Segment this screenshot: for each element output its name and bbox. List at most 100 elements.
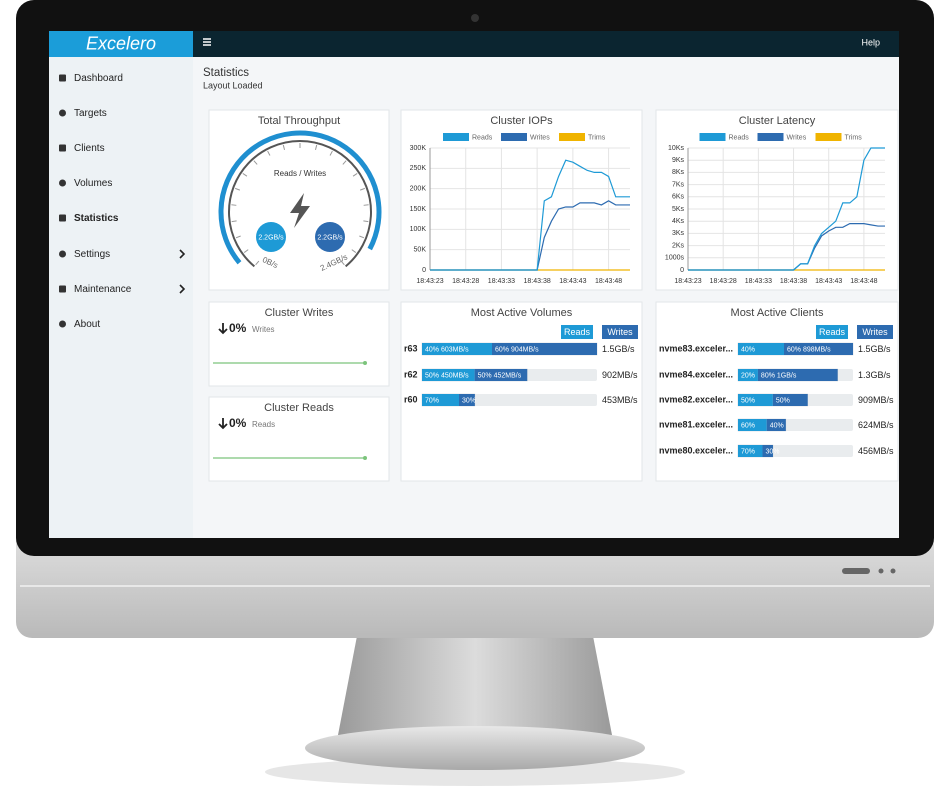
nav-icon xyxy=(59,285,66,293)
legend-button-label: Writes xyxy=(862,327,888,337)
gauge-tick xyxy=(363,204,369,206)
chevron xyxy=(179,249,186,259)
x-tick-label: 18:43:33 xyxy=(488,278,515,285)
change-label: Reads xyxy=(252,420,275,429)
nav-item[interactable]: Clients xyxy=(74,143,105,154)
indicator xyxy=(842,568,870,574)
x-tick-label: 18:43:38 xyxy=(780,278,807,285)
x-tick-label: 18:43:43 xyxy=(815,278,842,285)
row-name: r60 xyxy=(404,394,418,404)
row-name: nvme81.exceler... xyxy=(659,419,733,429)
nav-item[interactable]: Settings xyxy=(74,249,110,260)
y-tick-label: 6Ks xyxy=(672,194,685,201)
y-tick-label: 7Ks xyxy=(672,181,685,188)
total-label: 624MB/s xyxy=(858,420,894,430)
gauge-tick xyxy=(340,260,345,266)
nav-icon xyxy=(59,320,66,328)
row-name: nvme82.exceler... xyxy=(659,394,733,404)
legend-swatch xyxy=(559,133,585,141)
x-tick-label: 18:43:38 xyxy=(524,278,551,285)
writes-bar xyxy=(762,445,773,457)
gauge-tick xyxy=(253,160,258,165)
legend-button[interactable] xyxy=(857,325,893,339)
gauge-tick xyxy=(342,160,347,165)
x-tick-label: 18:43:48 xyxy=(595,278,622,285)
legend-label: Writes xyxy=(787,134,807,141)
total-label: 453MB/s xyxy=(602,395,638,405)
gauge-tick xyxy=(231,220,237,223)
legend-button[interactable] xyxy=(602,325,638,339)
reads-bar xyxy=(738,369,758,381)
reads-label: 60% xyxy=(741,422,755,429)
y-tick-label: 50K xyxy=(414,247,427,254)
gauge-tick xyxy=(242,173,248,177)
row-name: nvme80.exceler... xyxy=(659,445,733,455)
total-label: 1.5GB/s xyxy=(602,344,635,354)
reads-bar xyxy=(422,369,475,381)
total-label: 909MB/s xyxy=(858,395,894,405)
legend-swatch xyxy=(501,133,527,141)
change-value: 0% xyxy=(229,416,247,430)
gauge-tick xyxy=(282,144,286,151)
writes-label: 60% 898MB/s xyxy=(787,346,831,353)
x-tick-label: 18:43:28 xyxy=(452,278,479,285)
reads-label: 70% xyxy=(425,397,439,404)
gauge-tick xyxy=(359,187,366,191)
writes-label: 30% xyxy=(765,448,779,455)
legend-button-label: Writes xyxy=(607,327,633,337)
legend-label: Writes xyxy=(530,134,550,141)
nav-icon xyxy=(59,250,66,258)
y-tick-label: 4Ks xyxy=(672,218,685,225)
gauge-tick xyxy=(243,249,249,253)
nav-icon xyxy=(59,214,66,222)
nav-item[interactable]: Targets xyxy=(74,108,107,119)
down-arrow xyxy=(218,323,228,335)
stand-neck xyxy=(338,636,612,735)
writes-bar xyxy=(458,394,475,406)
help-link: Help xyxy=(861,37,880,47)
nav-item[interactable]: Volumes xyxy=(74,178,112,189)
gauge-tick xyxy=(235,235,241,239)
writes-rate: 2.2GB/s xyxy=(317,234,343,241)
nav-item[interactable]: Dashboard xyxy=(74,73,123,84)
total-label: 1.3GB/s xyxy=(858,370,891,380)
writes-bar xyxy=(784,343,853,355)
panel-title: Cluster Latency xyxy=(739,115,816,127)
total-label: 1.5GB/s xyxy=(858,344,891,354)
y-tick-label: 0 xyxy=(422,267,426,274)
series-line xyxy=(430,159,630,271)
y-tick-label: 250K xyxy=(410,165,427,172)
x-tick-label: 18:43:43 xyxy=(559,278,586,285)
reads-label: 20% xyxy=(741,372,755,379)
legend-label: Reads xyxy=(729,134,750,141)
y-tick-label: 100K xyxy=(410,226,427,233)
legend-swatch xyxy=(443,133,469,141)
writes-bar xyxy=(492,343,597,355)
nav-item[interactable]: About xyxy=(74,319,100,330)
y-tick-label: 8Ks xyxy=(672,169,685,176)
writes-bar xyxy=(766,419,786,431)
reads-bubble xyxy=(256,222,286,252)
y-tick-label: 150K xyxy=(410,206,427,213)
nav-item[interactable]: Maintenance xyxy=(74,284,132,295)
nav-icon xyxy=(59,74,66,82)
sparkline-dot xyxy=(363,361,367,365)
nav-item[interactable]: Statistics xyxy=(74,213,119,224)
writes-label: 30% xyxy=(462,397,476,404)
legend-button[interactable] xyxy=(816,325,848,339)
x-tick-label: 18:43:23 xyxy=(674,278,701,285)
series-line xyxy=(688,147,885,271)
legend-swatch xyxy=(815,133,842,141)
y-tick-label: 200K xyxy=(410,186,427,193)
reads-label: 70% xyxy=(741,448,755,455)
gauge-tick xyxy=(231,204,237,206)
page-subtitle: Layout Loaded xyxy=(203,80,263,90)
total-label: 456MB/s xyxy=(858,446,894,456)
legend-button[interactable] xyxy=(561,325,593,339)
legend-label: Trims xyxy=(845,134,863,141)
y-tick-label: 5Ks xyxy=(672,206,685,213)
nav-icon xyxy=(59,179,66,187)
sidebar xyxy=(49,57,193,538)
y-tick-label: 300K xyxy=(410,145,427,152)
